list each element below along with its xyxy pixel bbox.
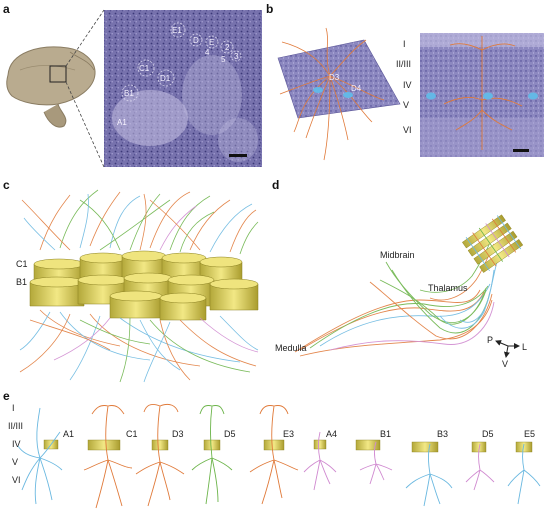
neuron-b3 xyxy=(405,441,453,507)
layer-label: IV xyxy=(403,80,412,90)
barrel-label: E xyxy=(209,38,214,47)
barrel-stack xyxy=(462,214,524,273)
neuron-e5 xyxy=(507,441,541,505)
neuron-label: B1 xyxy=(380,429,391,439)
layer-label: IV xyxy=(12,439,21,449)
panel-d: d xyxy=(272,178,527,369)
barrel-label: 2 xyxy=(225,43,230,52)
dendrite-bundle-upper xyxy=(21,189,259,255)
scale-bar xyxy=(229,154,247,157)
neuron-label: D5 xyxy=(224,429,236,439)
panel-b-letter: b xyxy=(266,2,273,16)
layer-label: II/III xyxy=(396,59,411,69)
barrel-field-section: E1 D E 2 3 4 5 C1 D1 B1 A1 xyxy=(104,10,262,167)
tissue-block: D3 D4 xyxy=(277,27,401,161)
panel-a: a E1 D E 2 3 4 5 xyxy=(3,2,262,168)
axon-projections xyxy=(294,237,499,357)
axis-label-p: P xyxy=(487,335,493,345)
barrel-label: D3 xyxy=(329,73,340,82)
neuron-label: A4 xyxy=(326,429,337,439)
barrel-label: 4 xyxy=(205,48,210,57)
panel-e: e I II/III IV V VI A1 C1 D3 xyxy=(3,389,541,509)
panel-e-letter: e xyxy=(3,389,10,403)
region-label-medulla: Medulla xyxy=(275,343,307,353)
panel-a-letter: a xyxy=(3,2,10,16)
neuron-label: D3 xyxy=(172,429,184,439)
neuron-label: E5 xyxy=(524,429,535,439)
region-label-thalamus: Thalamus xyxy=(428,283,468,293)
panel-c: c xyxy=(3,178,259,383)
layer-label: I xyxy=(403,39,406,49)
barrel-label: C1 xyxy=(139,64,150,73)
scale-bar xyxy=(513,149,529,152)
barrel-label: A1 xyxy=(117,118,127,127)
neuron-d3 xyxy=(135,403,185,507)
barrel-label: C1 xyxy=(16,259,28,269)
axis-label-v: V xyxy=(502,359,508,369)
layer-label: VI xyxy=(12,475,21,485)
layer-label: II/III xyxy=(8,421,23,431)
layer-label: I xyxy=(12,403,15,413)
layer-label: VI xyxy=(403,125,412,135)
neuron-c1 xyxy=(83,405,133,509)
axis-label-l: L xyxy=(522,342,527,352)
barrel-label: B1 xyxy=(16,277,27,287)
neuron-label: D5 xyxy=(482,429,494,439)
neuron-d5-green xyxy=(191,405,233,505)
barrel-label: E1 xyxy=(172,26,182,35)
barrel-label: 5 xyxy=(221,55,226,64)
barrel-label: D1 xyxy=(160,74,171,83)
neuron-label: C1 xyxy=(126,429,138,439)
neuron-a1 xyxy=(17,407,63,505)
panel-b: b D3 D4 xyxy=(266,2,544,161)
brain-illustration xyxy=(6,46,96,128)
neuron-e3 xyxy=(249,405,299,505)
barrel-label: D4 xyxy=(351,84,362,93)
neuron-b1 xyxy=(355,439,393,485)
layer-label: V xyxy=(403,100,409,110)
barrel-label: D xyxy=(193,36,199,45)
neuron-a4 xyxy=(303,431,337,491)
neuron-d5-pink xyxy=(465,441,495,491)
dendrite-bundle-lower xyxy=(19,309,259,383)
orientation-axes: P L V xyxy=(487,335,527,369)
barrel-label: B1 xyxy=(124,89,134,98)
panel-c-letter: c xyxy=(3,178,10,192)
panel-d-letter: d xyxy=(272,178,279,192)
neuron-label: A1 xyxy=(63,429,74,439)
neuron-label: E3 xyxy=(283,429,294,439)
barrel-array xyxy=(29,250,259,321)
layer-label: V xyxy=(12,457,18,467)
neuron-label: B3 xyxy=(437,429,448,439)
coronal-section xyxy=(420,33,544,157)
zoom-box xyxy=(49,65,67,83)
region-label-midbrain: Midbrain xyxy=(380,250,415,260)
barrel-label: 3 xyxy=(234,52,239,61)
